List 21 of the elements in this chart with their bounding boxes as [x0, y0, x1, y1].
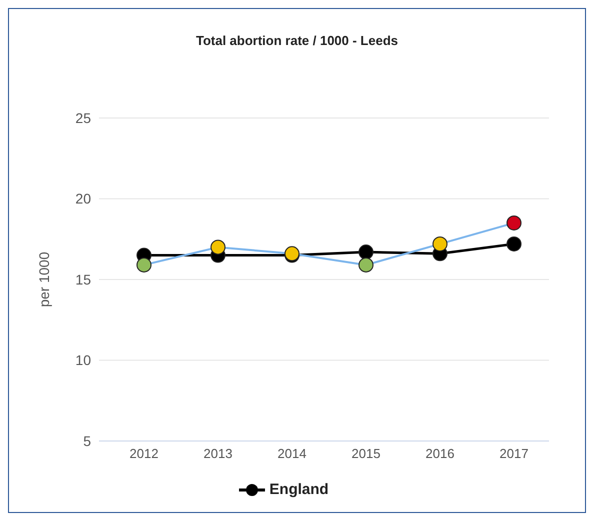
x-tick-label: 2017: [500, 446, 528, 462]
x-tick-label: 2012: [130, 446, 158, 462]
y-tick-label: 5: [83, 432, 92, 449]
chart-title: Total abortion rate / 1000 - Leeds: [194, 33, 400, 48]
point: [358, 257, 374, 272]
y-axis-title: per 1000: [36, 252, 52, 308]
y-tick-label: 15: [75, 271, 92, 288]
y-tick-label: 25: [75, 110, 92, 126]
y-tick-label: 20: [75, 190, 92, 207]
point: [506, 215, 522, 230]
x-tick-label: 2014: [278, 446, 306, 462]
point: [358, 244, 374, 260]
point: [136, 257, 152, 272]
x-tick-label: 2016: [426, 446, 454, 462]
x-tick-label: 2013: [204, 446, 232, 462]
y-tick-label: 10: [75, 352, 92, 368]
point: [432, 236, 448, 252]
point: [210, 240, 226, 255]
x-tick-label: 2015: [352, 446, 380, 462]
legend-label: England: [268, 481, 329, 498]
point: [506, 236, 522, 252]
